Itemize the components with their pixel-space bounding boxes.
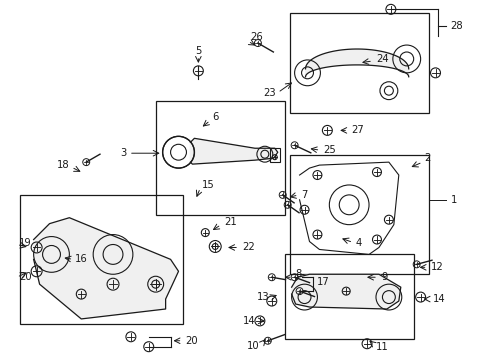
Text: 9: 9	[381, 272, 387, 282]
Bar	[290, 13, 429, 113]
Bar	[290, 155, 429, 274]
Text: 3: 3	[121, 148, 127, 158]
Text: 1: 1	[450, 195, 457, 205]
Text: 2: 2	[425, 153, 431, 163]
Bar	[285, 255, 414, 339]
Text: 28: 28	[450, 21, 463, 31]
Polygon shape	[292, 274, 401, 309]
Bar	[270, 148, 280, 162]
Polygon shape	[34, 218, 178, 319]
Text: 24: 24	[376, 54, 389, 64]
Text: 16: 16	[75, 255, 88, 264]
Text: 6: 6	[212, 112, 219, 122]
Text: 17: 17	[317, 277, 329, 287]
Bar	[20, 195, 183, 324]
Text: 23: 23	[263, 88, 276, 98]
Text: 19: 19	[19, 238, 31, 248]
Text: 18: 18	[57, 160, 70, 170]
Text: 15: 15	[202, 180, 215, 190]
Text: 20: 20	[185, 336, 198, 346]
Polygon shape	[306, 49, 409, 77]
Text: 21: 21	[224, 217, 237, 227]
Text: 12: 12	[431, 262, 443, 272]
Text: 27: 27	[351, 125, 364, 135]
Text: 7: 7	[301, 190, 308, 200]
Text: 11: 11	[376, 342, 389, 352]
Text: 14: 14	[244, 316, 256, 326]
Text: 10: 10	[247, 341, 260, 351]
Text: 22: 22	[242, 243, 255, 252]
Text: 20: 20	[19, 272, 31, 282]
Text: 4: 4	[355, 238, 362, 248]
Text: 5: 5	[195, 46, 201, 56]
Text: 26: 26	[250, 32, 263, 42]
Polygon shape	[191, 138, 278, 164]
Text: 8: 8	[295, 269, 302, 279]
Text: 14: 14	[433, 294, 445, 304]
Text: 25: 25	[323, 145, 336, 155]
Bar	[156, 100, 285, 215]
Text: 13: 13	[257, 292, 270, 302]
